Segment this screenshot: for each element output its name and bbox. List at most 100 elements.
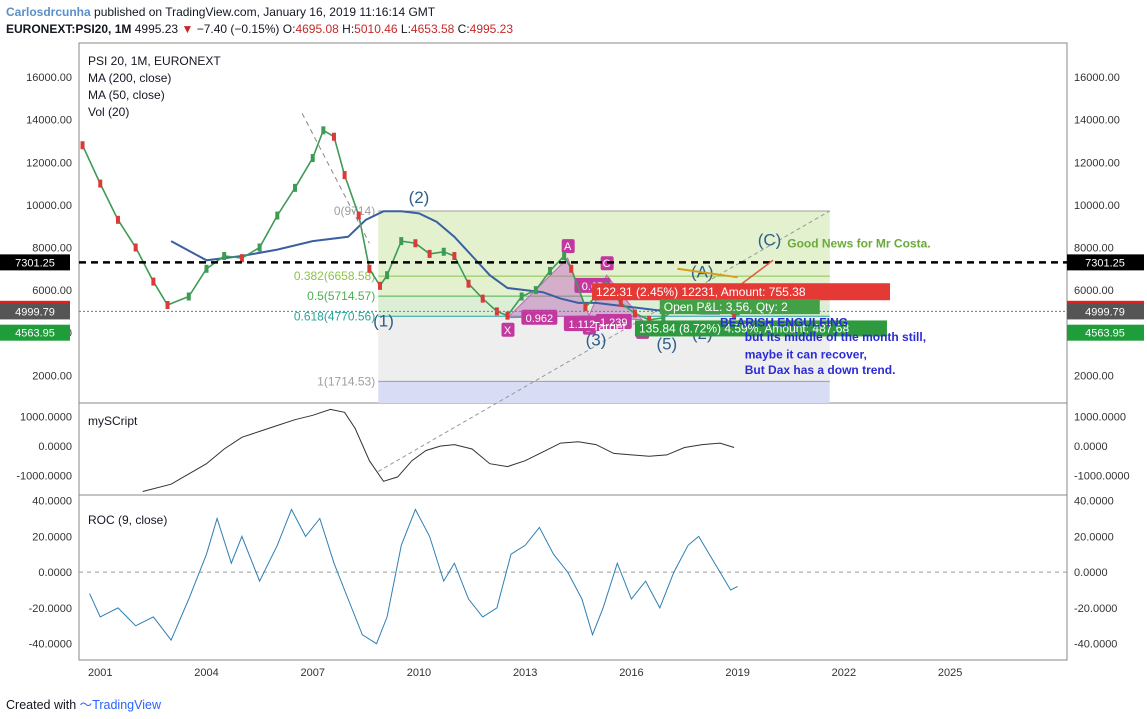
high-value: 5010.46: [354, 22, 398, 36]
price-label-right: [1067, 303, 1144, 320]
y-tick-label: 12000.00: [1074, 157, 1120, 169]
y-tick-label: 16000.00: [26, 72, 72, 84]
y-tick-label: -20.0000: [1074, 603, 1117, 615]
price-label-text: 4999.79: [1085, 306, 1125, 318]
price-candle: [80, 141, 85, 150]
elliott-wave-label: (2): [409, 188, 430, 207]
y-tick-label: -40.0000: [1074, 639, 1117, 651]
legend-title: PSI 20, 1M, EURONEXT: [88, 54, 221, 68]
price-candle: [569, 264, 574, 273]
fib-level-label: 0.618(4770.56): [294, 309, 375, 323]
price-line: [81, 129, 739, 321]
roc-y-axis-left: 40.0000 20.0000 0.0000 -20.0000 -40.0000: [29, 496, 72, 651]
price-label-text: 7301.25: [15, 257, 55, 269]
price-label-text: 4999.79: [15, 306, 55, 318]
author-link[interactable]: Carlosdrcunha: [6, 5, 91, 19]
price-candle: [239, 254, 244, 263]
x-tick-label: 2004: [194, 667, 218, 679]
y-tick-label: 8000.00: [1074, 242, 1114, 254]
price-candle: [732, 311, 737, 320]
open-pl-text: Open P&L: 3.56, Qty: 2: [664, 300, 788, 314]
price-candle: [204, 264, 209, 273]
y-tick-label: 1000.0000: [1074, 412, 1126, 424]
x-tick-label: 2025: [938, 667, 962, 679]
y-tick-label: 14000.00: [1074, 115, 1120, 127]
y-tick-label: 10000.00: [1074, 200, 1120, 212]
y-tick-label: 6000.00: [32, 285, 72, 297]
price-candle: [533, 286, 538, 295]
roc-legend[interactable]: ROC (9, close): [88, 513, 167, 527]
price-candle: [378, 281, 383, 290]
tradingview-brand[interactable]: TradingView: [92, 698, 161, 712]
x-tick-label: 2019: [725, 667, 749, 679]
close-value: 4995.23: [469, 22, 514, 36]
tradingview-logo-icon[interactable]: 〜: [79, 698, 93, 712]
legend-ma200[interactable]: MA (200, close): [88, 71, 171, 85]
y-tick-label: -20.0000: [29, 603, 72, 615]
price-label-right: [1067, 324, 1144, 341]
created-with-text: Created with: [6, 698, 77, 712]
pattern-point-badge: [501, 322, 515, 337]
price-label-left: [0, 303, 70, 320]
myscript-y-axis-left: 1000.0000 0.0000 -1000.0000: [16, 412, 72, 483]
price-candle: [413, 239, 418, 248]
open-label: O:: [282, 22, 296, 36]
myscript-legend[interactable]: mySCript: [88, 414, 138, 428]
ma-200-line: [170, 210, 720, 315]
target-label: Target: [592, 320, 626, 334]
x-tick-label: 2010: [407, 667, 431, 679]
pattern-point-label: C: [603, 258, 611, 270]
x-tick-label: 2007: [300, 667, 324, 679]
y-tick-label: -40.0000: [29, 639, 72, 651]
fib-level-label: 0(9714): [334, 204, 375, 218]
y-tick-label: 0.0000: [1074, 441, 1108, 453]
annotations[interactable]: 7301.257301.255122.105122.104999.794999.…: [0, 113, 1144, 377]
open-pl-box: [659, 299, 820, 315]
price-candle: [165, 301, 170, 310]
price-candle: [583, 303, 588, 312]
pattern-ratio-label: 0.962: [526, 313, 554, 325]
y-tick-label: 40.0000: [1074, 496, 1114, 508]
x-tick-label: 2001: [88, 667, 112, 679]
fib-level-label: 0.382(6658.58): [294, 269, 375, 283]
pattern-ratio-badge: [563, 316, 600, 332]
price-change: −7.40 (−0.15%): [196, 22, 280, 36]
y-tick-label: -1000.0000: [1074, 470, 1130, 482]
price-candle: [356, 211, 361, 220]
note-line-3: But Dax has a down trend.: [745, 363, 896, 377]
y-tick-label: 20.0000: [1074, 531, 1114, 543]
price-candle: [480, 294, 485, 303]
pattern-ratio-badge: [521, 309, 558, 325]
price-candle: [321, 126, 326, 135]
price-candle: [505, 311, 510, 320]
fib-trend-line: [377, 210, 830, 472]
long-position-text: 135.84 (8.72%) 4.59%, Amount: 487.68: [639, 321, 849, 335]
price-candle: [647, 315, 652, 324]
price-candle: [275, 211, 280, 220]
fib-zone-bottom: [378, 381, 830, 403]
price-label-right: [1067, 254, 1144, 271]
published-text: published on TradingView.com, January 16…: [94, 5, 436, 19]
price-candle: [441, 247, 446, 256]
legend-ma50[interactable]: MA (50, close): [88, 88, 165, 102]
fib-level-label: 0.5(5714.57): [307, 289, 375, 303]
short-position-box: [592, 283, 891, 301]
high-label: H:: [342, 22, 355, 36]
price-candle: [547, 266, 552, 275]
y-tick-label: 0.0000: [38, 567, 72, 579]
quote-line: EURONEXT:PSI20, 1M 4995.23 ▼ −7.40 (−0.1…: [6, 22, 513, 36]
y-tick-label: -1000.0000: [16, 470, 72, 482]
x-axis: 2001 2004 2007 2010 2013 2016 2019 2022 2025: [88, 667, 962, 679]
y-tick-label: 6000.00: [1074, 285, 1114, 297]
trend-line-dashed: [301, 113, 370, 244]
y-tick-label: 14000.00: [26, 115, 72, 127]
myscript-y-axis-right: 1000.0000 0.0000 -1000.0000: [1074, 412, 1130, 483]
price-candle: [257, 243, 262, 252]
pattern-ratio-label: 1.239: [600, 317, 628, 329]
price-candle: [466, 279, 471, 288]
legend-vol[interactable]: Vol (20): [88, 105, 129, 119]
triangle-down-icon: ▼: [181, 22, 194, 36]
x-tick-label: 2016: [619, 667, 643, 679]
roc-line: [89, 508, 738, 645]
